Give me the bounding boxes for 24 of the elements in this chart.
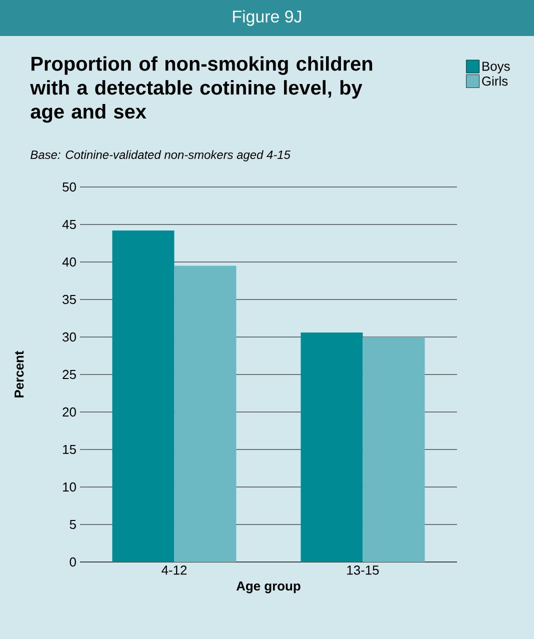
x-tick-label: 4-12 — [162, 566, 187, 575]
x-axis-title: Age group — [236, 582, 300, 594]
x-tick-label: 13-15 — [347, 566, 379, 575]
y-tick-label: 40 — [62, 257, 76, 267]
chart-title: Proportion of non-smoking children with a detectable cotinine level, by age and sex — [30, 56, 372, 123]
y-tick-label: 10 — [63, 482, 76, 492]
y-tick-label: 30 — [62, 332, 76, 342]
bar — [362, 337, 425, 562]
y-tick-label: 25 — [62, 370, 76, 380]
chart-subtitle: Base: Cotinine-validated non-smokers aged 4-15 — [30, 150, 290, 162]
y-tick-label: 50 — [62, 182, 76, 192]
bar — [174, 266, 236, 562]
y-tick-label: 0 — [70, 557, 76, 567]
y-tick-label: 5 — [70, 520, 76, 530]
legend-label: Boys — [482, 62, 510, 74]
y-tick-label: 20 — [62, 407, 76, 417]
y-tick-label: 45 — [62, 220, 76, 230]
caption: Figure 9J — [233, 10, 302, 26]
bar — [112, 230, 174, 562]
y-tick-label: 35 — [62, 294, 76, 304]
y-tick-label: 15 — [63, 444, 76, 454]
bar — [300, 332, 363, 562]
legend-label: Girls — [482, 76, 508, 86]
y-axis-title: Percent — [14, 350, 24, 398]
